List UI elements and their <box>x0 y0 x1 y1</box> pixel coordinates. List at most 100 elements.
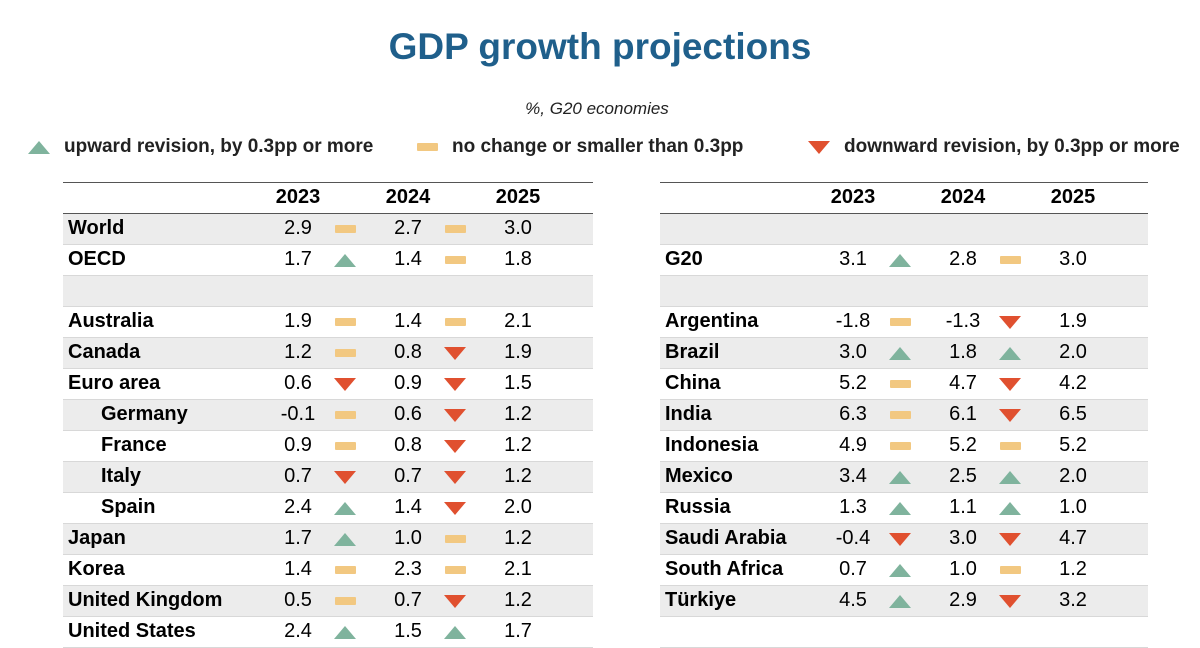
value-2023: 0.6 <box>284 372 312 394</box>
down-triangle-icon <box>999 532 1021 546</box>
value-2024: 0.7 <box>394 589 422 611</box>
right-table: 2023 2024 2025 G20 3.1 2.8 3.0 Argentina -1.8… <box>660 182 1148 648</box>
table-row: Germany -0.1 0.6 1.2 <box>63 400 593 431</box>
dash-icon <box>334 597 356 605</box>
table-row: India 6.3 6.1 6.5 <box>660 400 1148 431</box>
revision-marker <box>332 338 358 368</box>
value-2023: -0.1 <box>280 403 316 425</box>
table-row: Canada 1.2 0.8 1.9 <box>63 338 593 369</box>
value-2024: 1.5 <box>394 620 422 642</box>
value-2024: 1.4 <box>394 496 422 518</box>
value-2024: 2.7 <box>394 217 422 239</box>
row-label: Euro area <box>68 372 161 394</box>
column-header-2025: 2025 <box>495 186 541 208</box>
table-row: World 2.9 2.7 3.0 <box>63 214 593 245</box>
revision-marker <box>332 245 358 275</box>
row-label: Russia <box>665 496 731 518</box>
table-row: Korea 1.4 2.3 2.1 <box>63 555 593 586</box>
left-table: 2023 2024 2025 World 2.9 2.7 3.0 OECD 1.7 1.4 1… <box>63 182 593 648</box>
row-label: Mexico <box>665 465 733 487</box>
down-triangle-icon <box>999 315 1021 329</box>
table-row: OECD 1.7 1.4 1.8 <box>63 245 593 276</box>
up-triangle-icon <box>334 532 356 546</box>
dash-icon <box>334 411 356 419</box>
up-triangle-icon <box>999 501 1021 515</box>
value-2023: -0.4 <box>835 527 871 549</box>
revision-marker <box>332 400 358 430</box>
value-2025: 1.2 <box>504 465 532 487</box>
revision-marker <box>332 586 358 616</box>
value-2024: 3.0 <box>949 527 977 549</box>
column-header-2025: 2025 <box>1050 186 1096 208</box>
dash-icon <box>417 143 438 151</box>
legend-downward-label: downward revision, by 0.3pp or more <box>844 136 1180 157</box>
revision-marker <box>997 586 1023 616</box>
revision-marker <box>997 400 1023 430</box>
revision-marker <box>442 245 468 275</box>
up-triangle-icon <box>334 253 356 267</box>
value-2023: 3.4 <box>839 465 867 487</box>
value-2025: 6.5 <box>1059 403 1087 425</box>
revision-marker <box>997 369 1023 399</box>
value-2023: 3.0 <box>839 341 867 363</box>
dash-icon <box>889 380 911 388</box>
revision-marker <box>332 307 358 337</box>
column-header-2024: 2024 <box>385 186 431 208</box>
up-triangle-icon <box>444 625 466 639</box>
row-label: Spain <box>101 496 156 518</box>
value-2023: 0.9 <box>284 434 312 456</box>
revision-marker <box>997 555 1023 585</box>
revision-marker <box>997 462 1023 492</box>
value-2023: 0.7 <box>284 465 312 487</box>
value-2023: 2.4 <box>284 496 312 518</box>
row-label: Canada <box>68 341 141 363</box>
up-triangle-icon <box>889 594 911 608</box>
down-triangle-icon <box>444 501 466 515</box>
value-2023: 3.1 <box>839 248 867 270</box>
value-2024: 2.5 <box>949 465 977 487</box>
value-2025: 4.7 <box>1059 527 1087 549</box>
page-title: GDP growth projections <box>388 26 812 67</box>
revision-marker <box>887 338 913 368</box>
revision-marker <box>887 524 913 554</box>
value-2025: 1.2 <box>504 434 532 456</box>
value-2025: 5.2 <box>1059 434 1087 456</box>
value-2023: 0.7 <box>839 558 867 580</box>
row-label: Saudi Arabia <box>665 527 787 549</box>
up-triangle-icon <box>334 625 356 639</box>
value-2025: 1.9 <box>1059 310 1087 332</box>
dash-icon <box>999 566 1021 574</box>
right-table-body: G20 3.1 2.8 3.0 Argentina -1.8 -1.3 1.9 Brazil 3.… <box>660 214 1148 648</box>
value-2023: 1.7 <box>284 248 312 270</box>
up-triangle-icon <box>889 470 911 484</box>
table-row: Russia 1.3 1.1 1.0 <box>660 493 1148 524</box>
row-label: World <box>68 217 125 239</box>
value-2025: 3.0 <box>504 217 532 239</box>
up-triangle-icon <box>999 470 1021 484</box>
table-row: China 5.2 4.7 4.2 <box>660 369 1148 400</box>
value-2025: 3.2 <box>1059 589 1087 611</box>
value-2024: 1.8 <box>949 341 977 363</box>
down-triangle-icon <box>889 532 911 546</box>
dash-icon <box>444 535 466 543</box>
revision-marker <box>442 524 468 554</box>
revision-marker <box>442 617 468 647</box>
value-2025: 1.2 <box>504 403 532 425</box>
value-2023: 0.5 <box>284 589 312 611</box>
value-2025: 1.2 <box>504 527 532 549</box>
value-2025: 1.5 <box>504 372 532 394</box>
value-2025: 1.2 <box>504 589 532 611</box>
row-label: United Kingdom <box>68 589 223 611</box>
up-triangle-icon <box>334 501 356 515</box>
row-label: Australia <box>68 310 154 332</box>
spacer-row <box>660 214 1148 245</box>
down-triangle-icon <box>444 408 466 422</box>
revision-marker <box>887 369 913 399</box>
up-triangle-icon <box>889 346 911 360</box>
column-header-2023: 2023 <box>275 186 321 208</box>
revision-marker <box>997 338 1023 368</box>
down-triangle-icon <box>444 470 466 484</box>
left-table-body: World 2.9 2.7 3.0 OECD 1.7 1.4 1.8 Australia 1.9 1… <box>63 214 593 648</box>
table-row: Saudi Arabia -0.4 3.0 4.7 <box>660 524 1148 555</box>
down-triangle-icon <box>444 377 466 391</box>
